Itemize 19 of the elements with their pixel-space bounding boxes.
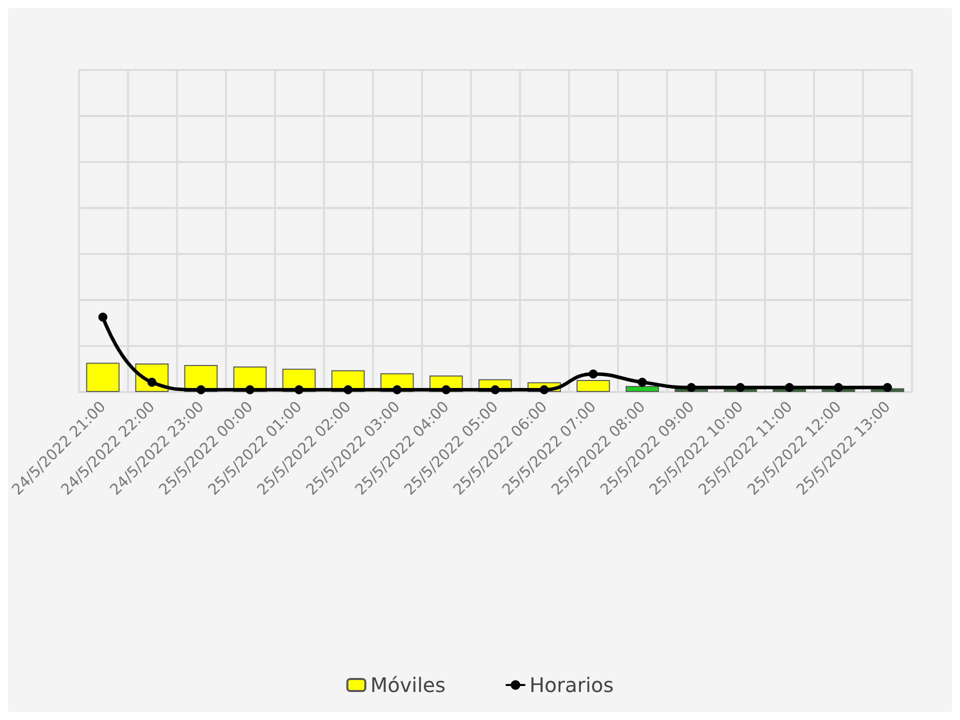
point <box>245 385 254 394</box>
point <box>638 378 647 387</box>
point <box>196 385 206 394</box>
point <box>784 383 794 392</box>
point <box>392 385 402 394</box>
point <box>294 385 304 394</box>
bar <box>626 386 659 392</box>
point <box>344 385 353 394</box>
legend-label: Móviles <box>370 673 446 697</box>
bar <box>576 380 610 392</box>
point <box>442 385 451 394</box>
point <box>834 383 843 392</box>
point <box>588 370 598 379</box>
bar <box>86 362 120 392</box>
point <box>686 383 696 392</box>
legend-label: Horarios <box>529 673 614 697</box>
point <box>98 312 108 322</box>
point <box>882 383 892 392</box>
point <box>736 383 745 392</box>
